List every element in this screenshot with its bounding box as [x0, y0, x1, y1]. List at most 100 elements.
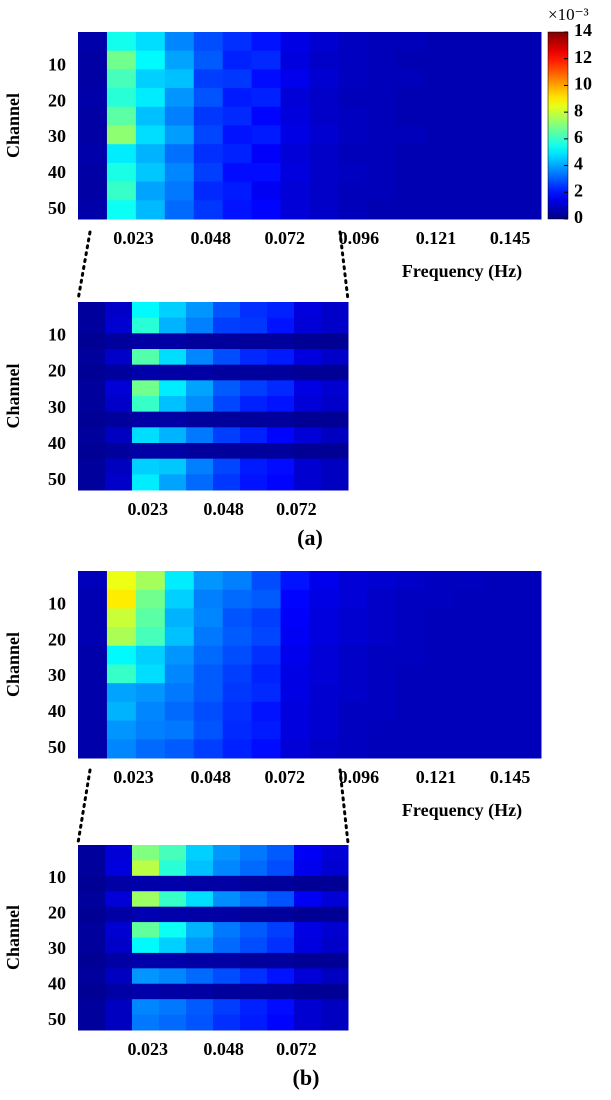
heatmap-cell: [213, 860, 241, 877]
heatmap-cell: [164, 589, 195, 609]
heatmap-cell: [105, 999, 133, 1016]
heatmap-cell: [483, 701, 513, 722]
heatmap-cell: [106, 181, 137, 201]
heatmap-cell: [105, 922, 133, 938]
heatmap-cell: [105, 349, 133, 366]
heatmap-cell: [222, 608, 253, 628]
heatmap-cell: [213, 983, 241, 1000]
heatmap-cell: [367, 106, 397, 126]
heatmap-cell: [454, 627, 484, 647]
heatmap-cell: [193, 162, 224, 183]
heatmap-cell: [106, 701, 137, 722]
y-axis-label: Channel: [3, 905, 23, 970]
heatmap-cell: [280, 720, 310, 740]
heatmap-cell: [267, 999, 295, 1016]
y-tick-label: 30: [48, 397, 66, 417]
heatmap-cell: [164, 50, 195, 70]
heatmap-cell: [186, 458, 214, 475]
heatmap-cell: [512, 88, 542, 108]
heatmap-cell: [78, 720, 108, 740]
heatmap-cell: [309, 50, 339, 70]
heatmap-cell: [186, 999, 214, 1016]
heatmap-cell: [396, 627, 426, 647]
heatmap-cell: [483, 683, 513, 703]
heatmap-cell: [78, 571, 108, 591]
heatmap-cell: [213, 952, 241, 969]
heatmap-cell: [240, 333, 268, 350]
heatmap-cell: [267, 317, 295, 334]
heatmap-cell: [396, 125, 426, 145]
heatmap-cell: [213, 845, 241, 861]
heatmap-cell: [159, 922, 187, 938]
x-tick-label: 0.048: [203, 1039, 244, 1059]
heatmap-cell: [186, 1014, 214, 1031]
heatmap-cell: [338, 50, 368, 70]
heatmap-cell: [164, 571, 195, 591]
x-tick-label: 0.096: [339, 767, 380, 787]
heatmap-cell: [164, 162, 195, 183]
heatmap-cell: [280, 162, 310, 183]
heatmap-cell: [213, 317, 241, 334]
heatmap-cell: [267, 875, 295, 892]
heatmap-cell: [240, 474, 268, 491]
heatmap-cell: [222, 627, 253, 647]
heatmap-cell: [251, 181, 282, 201]
heatmap-cell: [105, 443, 133, 460]
heatmap-cell: [78, 380, 106, 397]
heatmap-cell: [367, 181, 397, 201]
heatmap-cell: [78, 999, 106, 1016]
y-tick-label: 30: [48, 126, 66, 146]
heatmap-cell: [425, 200, 455, 220]
heatmap-cell: [512, 664, 542, 684]
heatmap-cell: [222, 88, 253, 108]
heatmap-cell: [106, 50, 137, 70]
heatmap-cell: [240, 396, 268, 413]
heatmap-cell: [294, 983, 322, 1000]
heatmap-cell: [396, 88, 426, 108]
zoom-connector: [338, 230, 350, 302]
colorbar-label: ×10⁻³: [548, 5, 589, 24]
heatmap-cell: [186, 983, 214, 1000]
heatmap-cell: [132, 349, 160, 366]
heatmap-cell: [164, 32, 195, 52]
heatmap-cell: [512, 200, 542, 220]
heatmap-cell: [132, 380, 160, 397]
heatmap-cell: [280, 181, 310, 201]
heatmap-cell: [78, 1014, 106, 1031]
x-tick-label: 0.072: [265, 228, 306, 248]
heatmap-cell: [164, 664, 195, 684]
panel-caption: (b): [293, 1065, 320, 1090]
heatmap-cell: [294, 860, 322, 877]
heatmap-cell: [321, 411, 349, 428]
heatmap-cell: [135, 200, 166, 220]
heatmap-cell: [251, 683, 282, 703]
heatmap-cell: [186, 891, 214, 908]
y-axis-label: Channel: [3, 93, 23, 158]
heatmap-cell: [396, 683, 426, 703]
heatmap-cell: [186, 427, 214, 444]
heatmap-cell: [132, 302, 160, 319]
heatmap-cell: [512, 50, 542, 70]
heatmap-cell: [193, 144, 224, 164]
heatmap-cell: [105, 302, 133, 319]
heatmap-cell: [267, 845, 295, 861]
heatmap-cell: [135, 69, 166, 89]
heatmap-cell: [309, 162, 339, 183]
heatmap-cell: [309, 125, 339, 145]
heatmap-cell: [321, 302, 349, 319]
heatmap-cell: [454, 69, 484, 89]
heatmap-cell: [222, 32, 253, 52]
heatmap-cell: [309, 645, 339, 665]
heatmap-cell: [280, 627, 310, 647]
heatmap-cell: [425, 664, 455, 684]
heatmap-cell: [267, 474, 295, 491]
heatmap-cell: [106, 144, 137, 164]
heatmap-cell: [193, 69, 224, 89]
heatmap-cell: [213, 891, 241, 908]
heatmap-cell: [338, 739, 368, 759]
heatmap-cell: [105, 333, 133, 350]
heatmap-cell: [251, 627, 282, 647]
heatmap-cell: [454, 106, 484, 126]
heatmap-cell: [251, 664, 282, 684]
heatmap-cell: [193, 32, 224, 52]
